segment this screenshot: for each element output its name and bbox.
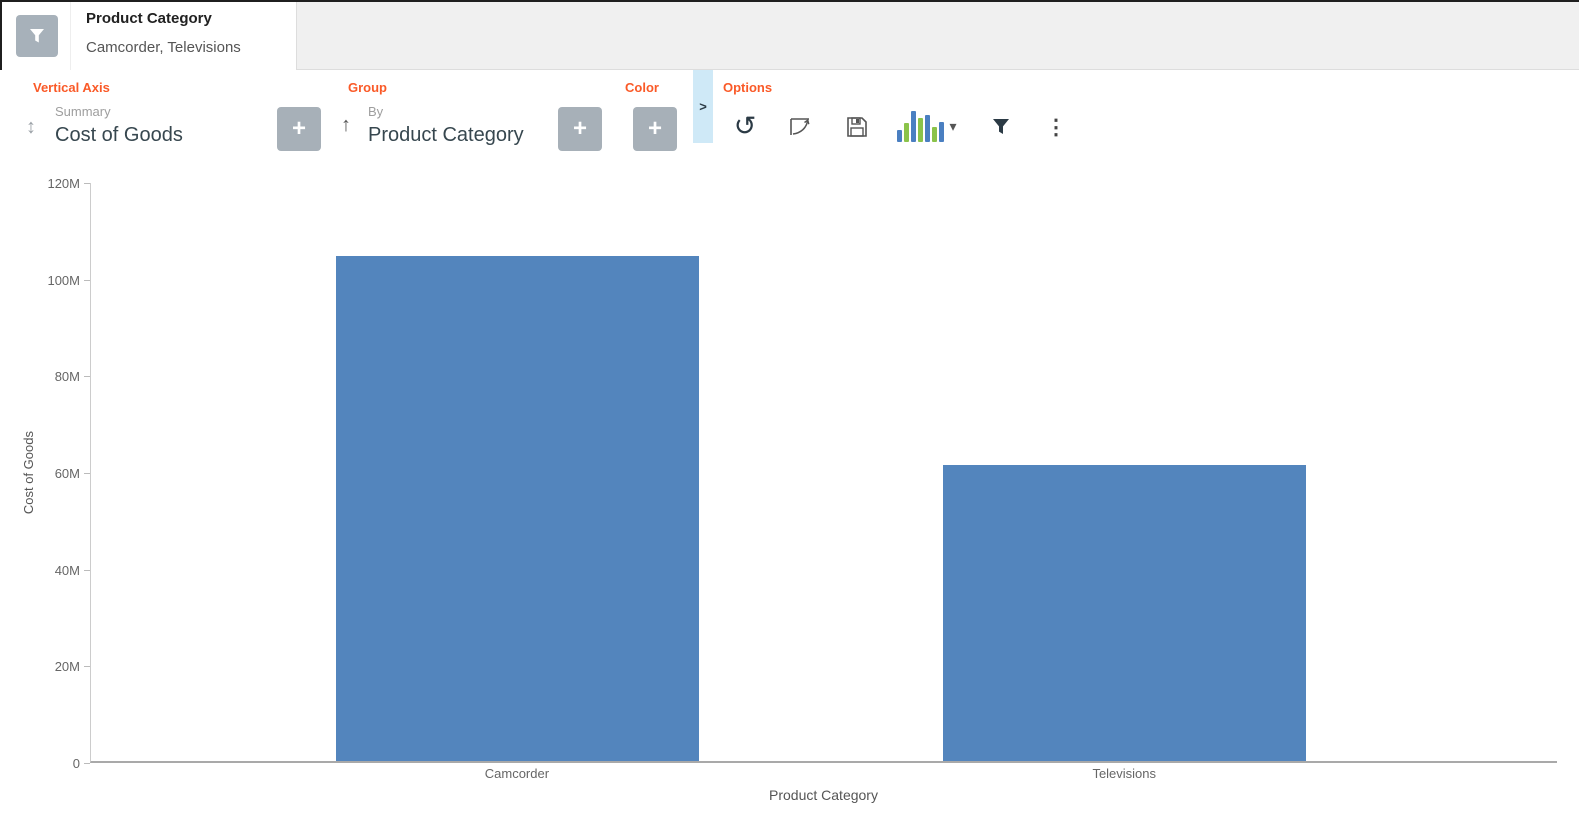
y-tick-label: 40M xyxy=(54,562,80,578)
options-label: Options xyxy=(723,80,773,95)
more-options-button[interactable]: ⋮ xyxy=(1045,111,1067,143)
up-arrow-icon: ↑ xyxy=(341,114,351,136)
collapse-panel-strip[interactable]: > xyxy=(693,70,713,143)
y-tick-label: 100M xyxy=(47,272,80,288)
y-tick-mark xyxy=(84,763,90,764)
curve-icon xyxy=(787,114,813,140)
funnel-icon xyxy=(28,27,46,45)
chart-type-button[interactable] xyxy=(896,108,944,144)
rotate-ccw-icon: ↺ xyxy=(733,110,757,141)
x-tick-label: Camcorder xyxy=(484,766,550,781)
refresh-button[interactable]: ↺ xyxy=(730,108,760,144)
caret-down-icon: ▾ xyxy=(949,117,957,134)
plot-area xyxy=(90,183,1557,763)
y-tick-mark xyxy=(84,473,90,474)
funnel-icon xyxy=(991,117,1011,137)
add-group-button[interactable]: + xyxy=(558,107,602,151)
chip-divider xyxy=(70,2,71,70)
y-tick-label: 20M xyxy=(54,659,80,675)
bar-televisions[interactable] xyxy=(943,464,1306,761)
filter-button[interactable] xyxy=(16,15,58,57)
add-vertical-axis-button[interactable]: + xyxy=(277,107,321,151)
vertical-arrow-icon: ↕ xyxy=(26,116,36,138)
plus-icon: + xyxy=(572,115,587,142)
y-tick-mark xyxy=(84,279,90,281)
filter-tool-button[interactable] xyxy=(988,113,1014,141)
summary-field-value[interactable]: Cost of Goods xyxy=(55,124,183,146)
y-tick-mark xyxy=(84,569,90,571)
filter-chip-title: Product Category xyxy=(86,10,212,27)
chevron-right-icon: > xyxy=(699,99,707,114)
bar-chart-icon xyxy=(896,110,944,142)
save-icon xyxy=(844,114,870,140)
plus-icon: + xyxy=(647,115,662,142)
filter-chip-values: Camcorder, Televisions xyxy=(86,39,241,56)
color-label: Color xyxy=(625,80,659,95)
y-tick-label: 60M xyxy=(54,466,80,481)
group-field-label: By xyxy=(368,104,384,119)
ellipsis-icon: ⋮ xyxy=(1045,115,1067,139)
y-tick-mark xyxy=(84,183,90,184)
y-tick-label: 120M xyxy=(47,176,80,191)
filter-chip[interactable]: Product Category Camcorder, Televisions xyxy=(0,2,297,70)
bar-camcorder[interactable] xyxy=(336,256,700,761)
save-button[interactable] xyxy=(843,113,871,141)
x-axis-labels: Camcorder Televisions xyxy=(90,766,1557,784)
y-tick-mark xyxy=(84,376,90,378)
plus-icon: + xyxy=(291,115,306,142)
summary-field-label: Summary xyxy=(55,104,111,119)
header-bar: Product Category Camcorder, Televisions xyxy=(0,0,1579,70)
chart-type-dropdown[interactable]: ▾ xyxy=(944,116,962,136)
x-tick-label: Televisions xyxy=(1092,766,1157,781)
y-tick-label: 0 xyxy=(72,756,80,771)
trend-curve-button[interactable] xyxy=(786,113,814,141)
vertical-axis-label: Vertical Axis xyxy=(33,80,110,95)
add-color-button[interactable]: + xyxy=(633,107,677,151)
y-tick-label: 80M xyxy=(54,369,80,385)
y-tick-mark xyxy=(84,666,90,668)
group-field-value[interactable]: Product Category xyxy=(368,124,524,146)
y-axis-labels: 0 20M 40M 60M 80M 100M 120M xyxy=(0,176,90,771)
group-label: Group xyxy=(348,80,387,95)
x-axis-title: Product Category xyxy=(769,787,878,803)
